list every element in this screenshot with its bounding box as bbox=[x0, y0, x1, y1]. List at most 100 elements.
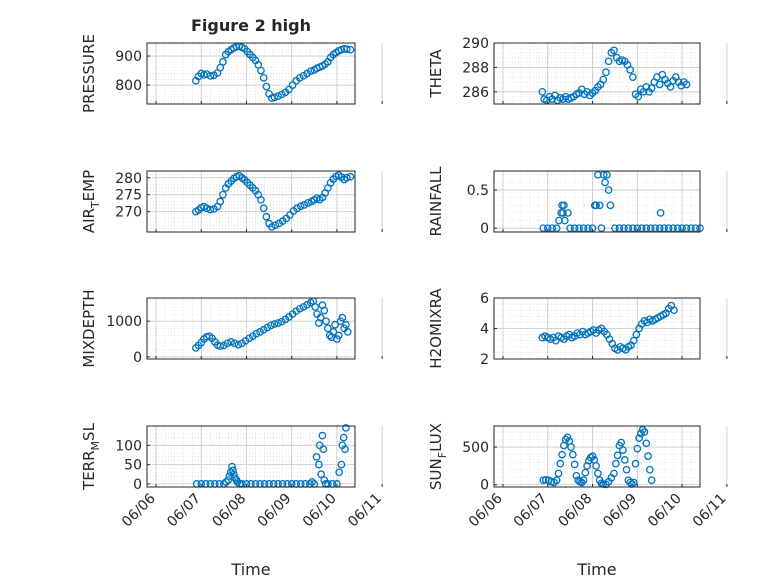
data-point bbox=[642, 439, 651, 448]
data-point bbox=[319, 445, 328, 454]
data-point bbox=[606, 201, 615, 210]
subplot-2: 286 288 290 THETA bbox=[427, 36, 728, 105]
y-tick-label: 288 bbox=[462, 60, 489, 76]
data-point bbox=[227, 338, 235, 346]
y-tick-label: 270 bbox=[115, 205, 142, 221]
data-point bbox=[335, 468, 344, 477]
data-point bbox=[637, 429, 645, 438]
data-point bbox=[561, 435, 570, 444]
data-point bbox=[202, 70, 211, 78]
data-point bbox=[655, 80, 664, 89]
data-point bbox=[539, 476, 548, 485]
y-tick-label: 4 bbox=[480, 322, 489, 338]
data-point bbox=[346, 45, 355, 54]
y-tick-label: 0 bbox=[480, 221, 489, 237]
y-axis-label: AIRTEMP bbox=[80, 170, 102, 233]
data-point bbox=[320, 306, 329, 315]
y-tick-label: 100 bbox=[115, 438, 142, 454]
figure-title: Figure 2 high bbox=[191, 16, 311, 35]
data-point bbox=[295, 304, 304, 313]
data-point bbox=[640, 428, 649, 436]
data-point bbox=[610, 46, 618, 55]
data-point bbox=[629, 336, 638, 345]
data-point bbox=[560, 201, 568, 210]
data-point bbox=[638, 425, 647, 434]
data-point bbox=[222, 478, 230, 486]
data-point bbox=[337, 460, 346, 469]
data-point bbox=[595, 201, 604, 210]
data-point bbox=[666, 83, 675, 91]
data-point bbox=[252, 329, 261, 338]
axes-box bbox=[146, 425, 356, 488]
data-point bbox=[230, 339, 239, 348]
data-point bbox=[687, 224, 695, 233]
data-point bbox=[633, 444, 642, 453]
data-point bbox=[259, 74, 268, 82]
data-point bbox=[622, 465, 631, 474]
data-point bbox=[311, 303, 320, 311]
data-point bbox=[651, 224, 660, 233]
data-point bbox=[216, 197, 225, 206]
data-point bbox=[306, 67, 315, 76]
data-point bbox=[594, 469, 602, 478]
data-point bbox=[202, 204, 211, 213]
data-point bbox=[572, 471, 581, 480]
data-point bbox=[602, 68, 610, 77]
data-point bbox=[631, 459, 640, 468]
data-point bbox=[588, 452, 597, 460]
subplot-5: 0 1000 MIXDEPTH bbox=[80, 289, 383, 368]
y-tick-label: 1000 bbox=[106, 314, 142, 330]
data-point bbox=[656, 209, 665, 217]
y-tick-label: 2 bbox=[480, 352, 489, 368]
data-point bbox=[660, 224, 669, 233]
y-tick-label: 0 bbox=[480, 478, 489, 494]
subplot-4: 0 0.5 RAINFALL bbox=[427, 166, 728, 237]
axes-box bbox=[493, 42, 701, 105]
data-point bbox=[647, 84, 656, 92]
data-point bbox=[556, 459, 565, 468]
y-tick-label: 275 bbox=[115, 188, 142, 204]
data-point bbox=[577, 478, 586, 487]
data-point bbox=[664, 224, 673, 233]
subplot-6: 2 4 6 H2OMIXRA bbox=[427, 288, 728, 369]
y-tick-label: 800 bbox=[115, 78, 142, 94]
data-point bbox=[629, 478, 638, 487]
data-point bbox=[206, 205, 215, 214]
data-point bbox=[610, 469, 618, 478]
data-point bbox=[233, 478, 242, 486]
data-point bbox=[343, 328, 352, 336]
data-point bbox=[570, 460, 579, 469]
data-point bbox=[216, 342, 225, 351]
data-point bbox=[597, 224, 606, 233]
data-point bbox=[304, 199, 312, 207]
data-point bbox=[342, 320, 350, 329]
data-point bbox=[538, 87, 547, 96]
data-point bbox=[270, 93, 279, 102]
plot-area bbox=[147, 426, 355, 487]
y-axis-label: TERRMSL bbox=[80, 422, 102, 491]
data-point bbox=[635, 434, 643, 442]
x-axis-label: Time bbox=[230, 560, 270, 579]
data-point bbox=[645, 465, 654, 474]
data-point bbox=[628, 224, 637, 233]
data-point bbox=[317, 470, 325, 479]
data-point bbox=[223, 339, 232, 348]
data-point bbox=[267, 321, 275, 330]
y-tick-label: 6 bbox=[480, 291, 489, 307]
data-point bbox=[329, 328, 338, 336]
data-point bbox=[603, 170, 611, 179]
y-axis-label: MIXDEPTH bbox=[80, 289, 98, 367]
data-point bbox=[229, 466, 237, 475]
data-point bbox=[592, 462, 600, 470]
y-tick-label: 900 bbox=[115, 49, 142, 65]
data-point bbox=[342, 424, 350, 432]
data-point bbox=[644, 452, 652, 460]
subplot-1: 800 900 PRESSURE bbox=[80, 34, 383, 113]
y-tick-label: 50 bbox=[124, 458, 142, 474]
data-point bbox=[566, 224, 574, 233]
y-tick-label: 0.5 bbox=[467, 183, 489, 199]
y-axis-label: RAINFALL bbox=[427, 166, 445, 237]
y-tick-label: 280 bbox=[115, 171, 142, 187]
data-point bbox=[312, 453, 321, 461]
data-point bbox=[228, 462, 236, 471]
